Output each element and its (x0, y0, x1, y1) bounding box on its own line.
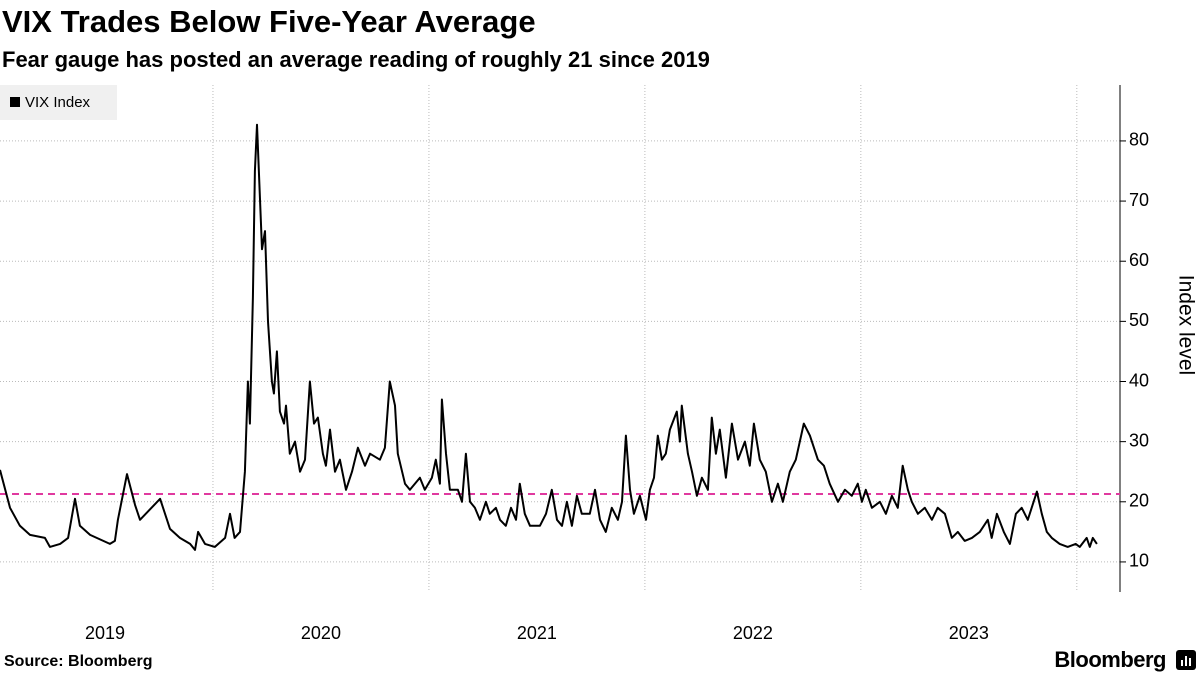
x-tick-label: 2019 (85, 623, 125, 643)
x-tick-label: 2022 (733, 623, 773, 643)
legend: VIX Index (0, 85, 117, 120)
y-tick-label: 50 (1129, 310, 1149, 330)
legend-swatch (10, 97, 20, 107)
brand: Bloomberg (1054, 647, 1166, 672)
y-tick-label: 10 (1129, 551, 1149, 571)
y-tick-label: 30 (1129, 430, 1149, 450)
y-tick-label: 70 (1129, 190, 1149, 210)
chart-subtitle: Fear gauge has posted an average reading… (2, 47, 710, 72)
x-tick-label: 2020 (301, 623, 341, 643)
y-tick-label: 60 (1129, 250, 1149, 270)
y-tick-label: 40 (1129, 370, 1149, 390)
chart-title: VIX Trades Below Five-Year Average (2, 4, 536, 39)
x-tick-label: 2021 (517, 623, 557, 643)
y-tick-label: 80 (1129, 130, 1149, 150)
brand-icon (1176, 650, 1196, 670)
y-tick-label: 20 (1129, 491, 1149, 511)
legend-label: VIX Index (25, 94, 91, 111)
y-axis-label: Index level (1174, 275, 1197, 375)
x-tick-label: 2023 (949, 623, 989, 643)
source: Source: Bloomberg (4, 653, 152, 670)
line-series (0, 123, 1098, 551)
